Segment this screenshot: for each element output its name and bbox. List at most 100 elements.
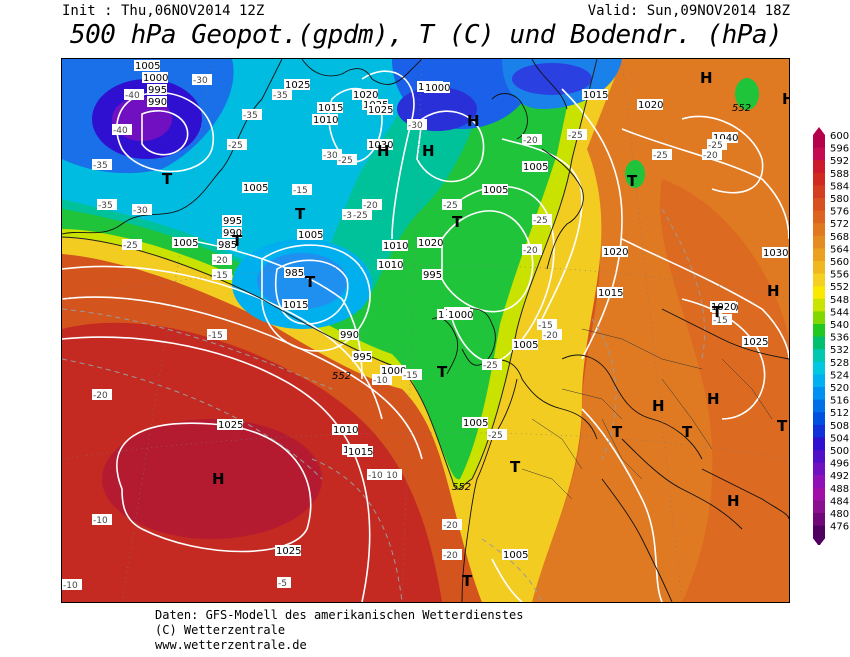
colorbar-bottom-arrow — [813, 538, 825, 545]
temperature-label: -35 — [272, 89, 292, 101]
svg-text:1010: 1010 — [378, 260, 403, 271]
colorbar-level-label: 588 — [830, 169, 849, 180]
lat-lon-grid — [62, 59, 789, 602]
colorbar-level-label: 596 — [830, 144, 849, 155]
svg-text:1020: 1020 — [711, 302, 736, 313]
colorbar-level-label: 540 — [830, 320, 849, 331]
svg-text:1020: 1020 — [603, 247, 628, 258]
colorbar-swatch — [813, 311, 825, 325]
coastlines — [62, 59, 789, 602]
svg-text:-30: -30 — [408, 121, 423, 131]
low-pressure-symbol: T — [437, 363, 448, 381]
svg-text:995: 995 — [223, 216, 242, 227]
colorbar-level-label: 492 — [830, 471, 849, 482]
svg-text:-40: -40 — [125, 91, 140, 101]
pressure-label: 1040 — [712, 132, 738, 144]
svg-text:-20: -20 — [443, 521, 458, 531]
svg-text:-10: -10 — [63, 581, 78, 591]
pressure-label: 1020 — [602, 246, 628, 258]
temperature-label: -25 — [567, 129, 587, 141]
pressure-label: 995 — [147, 84, 167, 96]
svg-text:1010: 1010 — [383, 241, 408, 252]
high-pressure-symbol: H — [652, 397, 665, 415]
low-pressure-symbol: T — [612, 423, 623, 441]
pressure-label: 1020 — [710, 301, 736, 313]
pressure-label: 1030 — [367, 139, 393, 151]
pressure-label: 1000 — [142, 72, 168, 84]
pressure-label: 1020 — [352, 89, 378, 101]
temperature-label: -20 — [702, 149, 722, 161]
temperature-label: -40 — [112, 124, 132, 136]
svg-text:1025: 1025 — [276, 546, 301, 557]
map-svg: 1005100099599010251025102010251015101010… — [62, 59, 789, 602]
pressure-label: 990 — [339, 329, 359, 341]
pressure-label: 1005 — [522, 161, 548, 173]
low-pressure-symbol: T — [462, 572, 473, 590]
pressure-label: 1025 — [367, 104, 393, 116]
temperature-label: -35 — [242, 109, 262, 121]
temperature-label: -5 — [277, 577, 291, 589]
pressure-label: 1010 — [377, 259, 403, 271]
isotherms — [62, 208, 706, 602]
pressure-label: 995 — [222, 215, 242, 227]
svg-text:-25: -25 — [123, 241, 138, 251]
pressure-label: 1005 — [482, 184, 508, 196]
colorbar-swatch — [813, 349, 825, 363]
colorbar-level-label: 528 — [830, 358, 849, 369]
svg-text:-25: -25 — [353, 211, 368, 221]
colorbar-level-label: 580 — [830, 194, 849, 205]
colorbar-swatch — [813, 513, 825, 527]
pressure-label: 1015 — [582, 89, 608, 101]
svg-text:1020: 1020 — [353, 90, 378, 101]
colorbar-level-label: 600 — [830, 131, 849, 142]
colorbar-swatch — [813, 450, 825, 464]
svg-text:-15: -15 — [208, 331, 223, 341]
svg-text:1005: 1005 — [173, 238, 198, 249]
colorbar-swatch — [813, 273, 825, 287]
low-pressure-symbol: T — [295, 205, 306, 223]
colorbar-level-label: 592 — [830, 156, 849, 167]
colorbar-level-label: 488 — [830, 484, 849, 495]
temperature-label: -10 — [382, 469, 402, 481]
svg-text:-10: -10 — [373, 376, 388, 386]
geopotential-552-label: 552 — [452, 482, 471, 493]
temperature-label: -20 — [442, 549, 462, 561]
svg-text:-20: -20 — [703, 151, 718, 161]
cold-core-northeast — [512, 63, 592, 95]
valid-time-label: Valid: Sun,09NOV2014 18Z — [587, 3, 790, 19]
temperature-label: -25 — [122, 239, 142, 251]
colorbar-swatch — [813, 185, 825, 199]
svg-text:-30: -30 — [133, 206, 148, 216]
svg-text:-30: -30 — [323, 151, 338, 161]
pressure-label: 1005 — [297, 229, 323, 241]
colorbar-swatch — [813, 298, 825, 312]
svg-text:-15: -15 — [293, 186, 308, 196]
svg-text:1020: 1020 — [418, 238, 443, 249]
temperature-label: -30 — [192, 74, 212, 86]
colorbar-swatch — [813, 324, 825, 338]
colorbar-swatch — [813, 261, 825, 275]
temperature-label: -30 — [407, 119, 427, 131]
svg-text:-30: -30 — [193, 76, 208, 86]
colorbar-swatch — [813, 336, 825, 350]
svg-text:1000: 1000 — [381, 366, 406, 377]
low-pressure-symbol: T — [305, 273, 316, 291]
temperature-label: -25 — [707, 139, 727, 151]
footer: Daten: GFS-Modell des amerikanischen Wet… — [155, 608, 523, 653]
svg-text:990: 990 — [223, 228, 242, 239]
svg-text:-20: -20 — [213, 256, 228, 266]
pressure-label: 1005 — [134, 60, 160, 72]
colorbar-swatch — [813, 500, 825, 514]
temperature-label: -15 — [537, 319, 557, 331]
colorbar-swatch — [813, 361, 825, 375]
temperature-label: -10 — [367, 469, 387, 481]
low-pressure-symbol: T — [232, 232, 243, 250]
svg-text:1005: 1005 — [523, 162, 548, 173]
temperature-label: -35 — [92, 159, 112, 171]
temperature-label: -20 — [362, 199, 382, 211]
svg-text:1030: 1030 — [368, 140, 393, 151]
temperature-label: -20 — [212, 254, 232, 266]
colorbar-level-label: 544 — [830, 307, 849, 318]
colorbar-level-label: 504 — [830, 433, 849, 444]
svg-text:-25: -25 — [483, 361, 498, 371]
